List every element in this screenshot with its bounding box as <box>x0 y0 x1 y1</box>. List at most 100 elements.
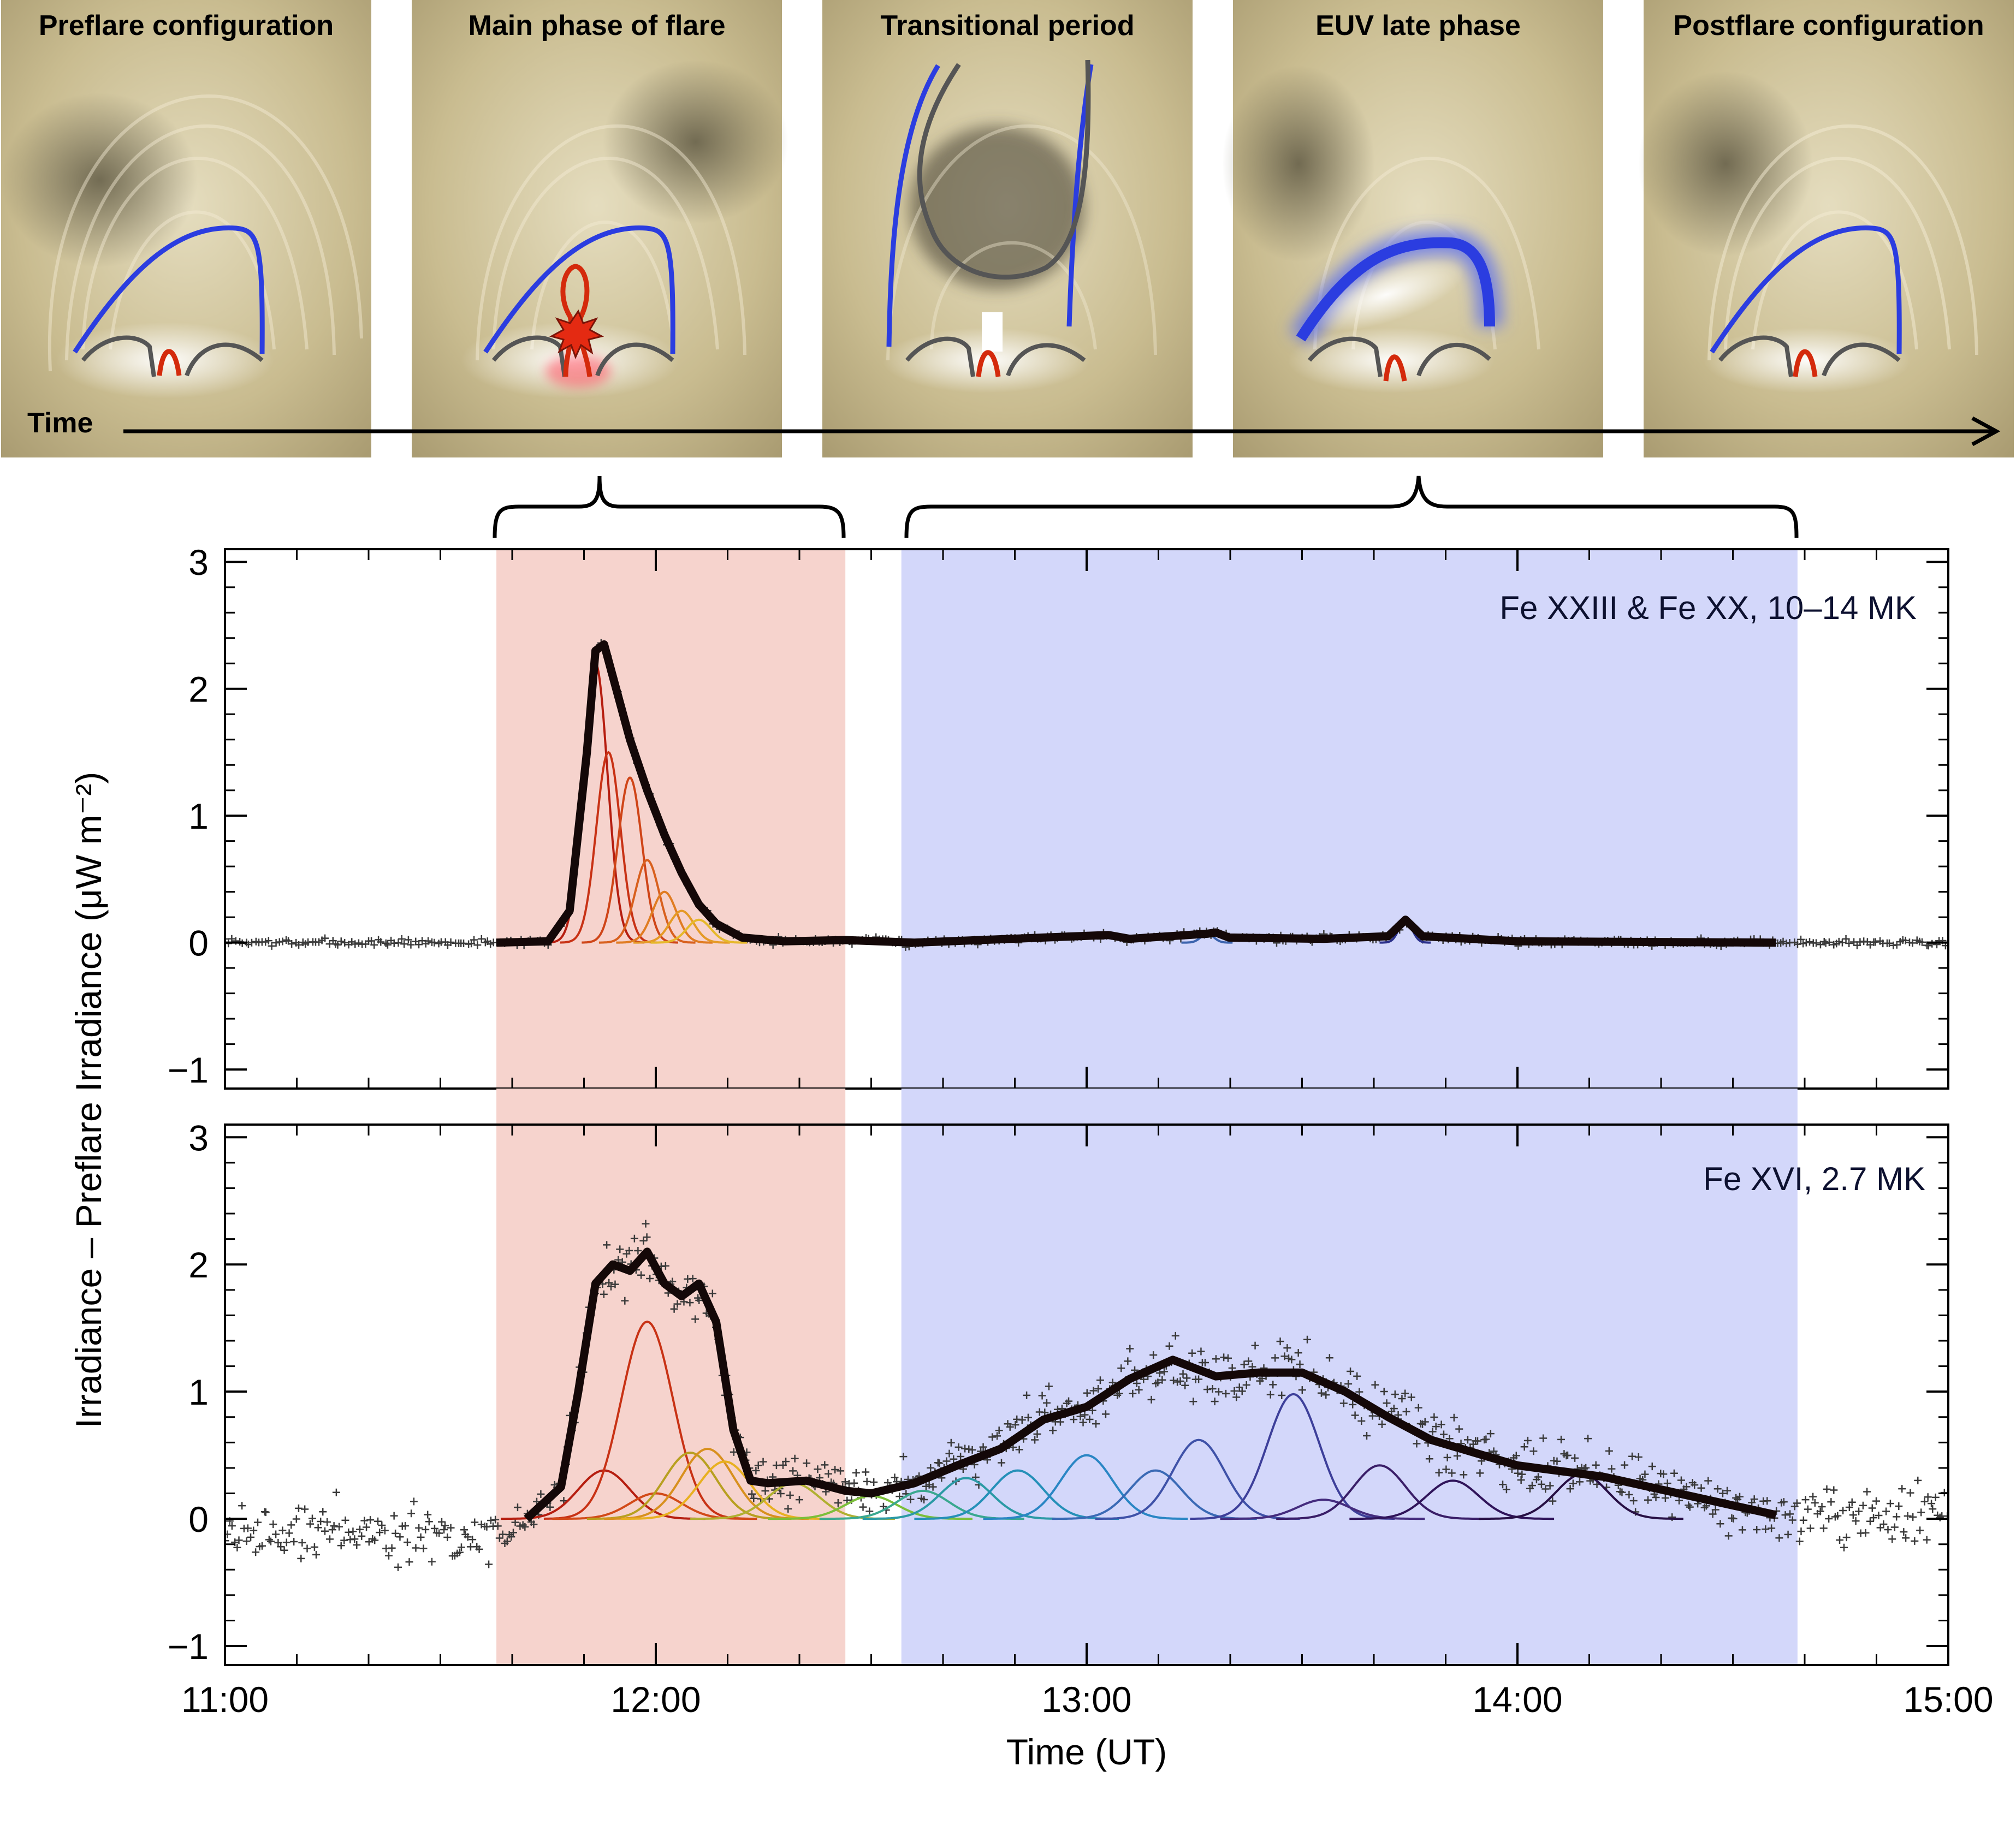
data-point <box>945 1449 953 1458</box>
data-point <box>262 1508 270 1517</box>
data-point <box>1176 1377 1184 1386</box>
data-point <box>1845 939 1853 947</box>
data-point <box>935 1459 944 1467</box>
data-point <box>1325 1354 1333 1362</box>
data-point <box>1238 1387 1246 1395</box>
data-point <box>345 1528 353 1536</box>
data-point <box>1317 1389 1325 1397</box>
data-point <box>1502 1485 1510 1494</box>
data-point <box>1625 1490 1633 1499</box>
data-point <box>1709 1510 1717 1518</box>
data-point <box>358 1532 366 1540</box>
data-point <box>1888 1535 1896 1543</box>
data-point <box>419 1544 428 1553</box>
data-point <box>323 1518 331 1526</box>
data-point <box>1571 1454 1579 1462</box>
data-point <box>1081 1411 1089 1419</box>
data-point <box>383 941 392 949</box>
data-point <box>1518 1470 1526 1478</box>
data-point <box>460 1526 468 1534</box>
data-point <box>332 1488 340 1496</box>
data-point <box>1188 1349 1196 1357</box>
data-point <box>1401 1389 1409 1398</box>
data-point <box>1294 1349 1302 1357</box>
ion-label: Fe XXIII & Fe XX, 10–14 MK <box>1499 590 1917 626</box>
data-point <box>1421 1418 1429 1426</box>
data-point <box>1575 1478 1584 1486</box>
data-point <box>247 938 256 947</box>
data-point <box>469 1536 477 1544</box>
data-point <box>530 1520 538 1529</box>
data-point <box>415 1524 423 1532</box>
data-point <box>277 1543 285 1551</box>
data-point <box>1230 1387 1238 1395</box>
data-point <box>378 1521 386 1530</box>
data-point <box>1563 1451 1572 1459</box>
data-point <box>422 1525 430 1533</box>
data-point <box>353 1541 361 1549</box>
data-point <box>1092 1420 1100 1428</box>
data-point <box>646 1274 654 1282</box>
data-point <box>417 1533 425 1541</box>
data-point <box>1023 1391 1031 1399</box>
data-point <box>689 1275 697 1283</box>
data-point <box>1916 1526 1924 1535</box>
data-point <box>1322 1391 1330 1399</box>
data-point <box>1079 1418 1087 1426</box>
data-point <box>1132 1380 1141 1387</box>
data-point <box>1652 1493 1660 1501</box>
data-point <box>328 1526 336 1534</box>
data-point <box>1413 1440 1421 1448</box>
data-point <box>1266 1390 1274 1399</box>
data-point <box>546 1503 554 1511</box>
data-point <box>1861 1529 1870 1537</box>
data-point <box>1644 1496 1652 1504</box>
open-field-left <box>886 64 940 347</box>
data-point <box>507 1533 515 1541</box>
data-point <box>1222 1389 1230 1398</box>
data-point <box>1211 1398 1219 1406</box>
data-point <box>340 1536 348 1544</box>
x-tick-label: 11:00 <box>181 1679 269 1720</box>
data-point <box>1592 1461 1600 1469</box>
data-point <box>1514 1469 1522 1477</box>
data-point <box>1463 1436 1472 1444</box>
data-point <box>1659 1470 1668 1478</box>
data-point <box>1033 1430 1041 1438</box>
data-point <box>355 1525 364 1533</box>
data-point <box>1866 1517 1874 1525</box>
data-point <box>750 1494 758 1502</box>
data-point <box>1425 1455 1433 1463</box>
data-point <box>607 1282 615 1291</box>
data-point <box>1351 1411 1359 1419</box>
x-tick-label: 15:00 <box>1903 1679 1993 1720</box>
data-point <box>1716 1520 1724 1528</box>
data-point <box>1677 1476 1685 1484</box>
data-point <box>1825 938 1833 947</box>
data-point <box>272 939 280 947</box>
data-point <box>1904 1512 1912 1520</box>
data-point <box>228 935 236 943</box>
data-point <box>1893 1513 1901 1521</box>
data-point <box>670 1305 678 1313</box>
data-point <box>1835 937 1843 946</box>
data-point <box>1126 1345 1134 1353</box>
fit-component-line <box>598 859 696 944</box>
data-point <box>859 1503 867 1511</box>
data-point <box>394 1563 402 1571</box>
data-point <box>1738 1526 1746 1534</box>
data-point <box>1041 1408 1049 1417</box>
data-point <box>1437 1420 1445 1429</box>
panel-euv-late: EUV late phase <box>1222 0 1603 457</box>
data-point <box>1848 1498 1856 1506</box>
dark-region <box>1638 71 1813 257</box>
data-point <box>310 1543 318 1551</box>
data-point <box>1371 1381 1379 1389</box>
data-point <box>1775 1534 1783 1542</box>
data-point <box>351 1535 359 1543</box>
data-point <box>1618 1488 1626 1496</box>
data-point <box>1549 1497 1557 1505</box>
data-point <box>308 1514 316 1523</box>
data-point <box>349 1527 357 1536</box>
data-point <box>1711 1506 1719 1514</box>
